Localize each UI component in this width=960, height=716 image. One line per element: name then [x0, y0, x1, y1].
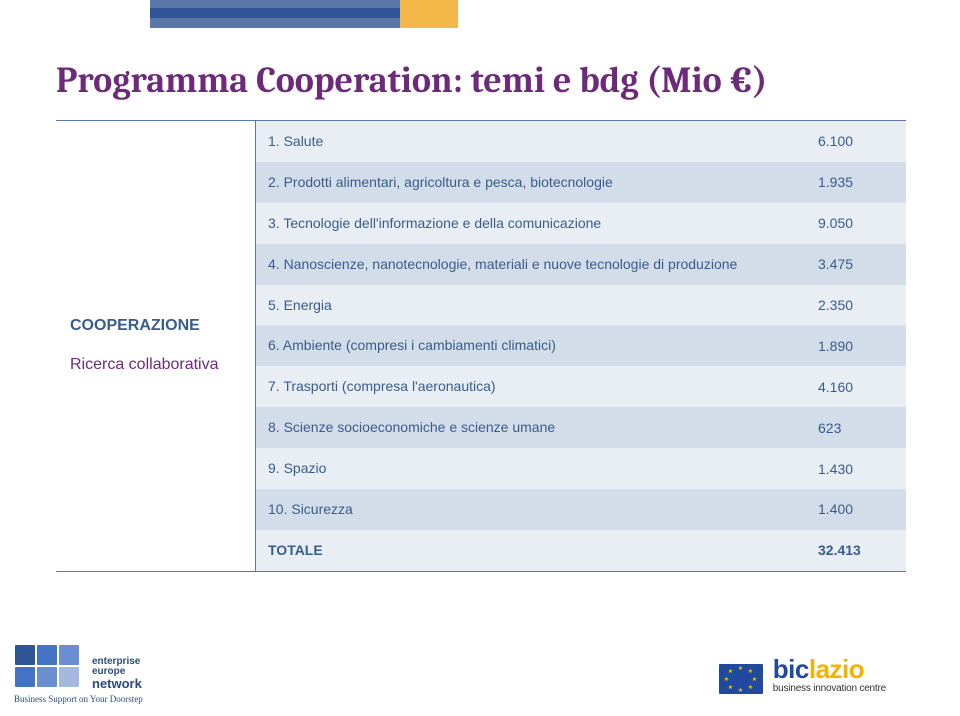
row-value: 1.400 — [818, 501, 890, 517]
table-row: 2. Prodotti alimentari, agricoltura e pe… — [256, 162, 906, 203]
row-label: 1. Salute — [268, 132, 808, 151]
row-value: 1.890 — [818, 338, 890, 354]
table-row: 5. Energia 2.350 — [256, 285, 906, 326]
slide-title: Programma Cooperation: temi e bdg (Mio €… — [56, 60, 767, 101]
een-logo: enterprise europe network Business Suppo… — [14, 644, 156, 704]
title-main: Programma Cooperation: — [56, 60, 463, 101]
table-left-header: COOPERAZIONE Ricerca collaborativa — [56, 121, 256, 571]
row-value: 623 — [818, 420, 890, 436]
row-value: 4.160 — [818, 379, 890, 395]
biclazio-logo: ★ ★ ★ ★ ★ ★ ★ ★ biclazio business innova… — [719, 656, 886, 694]
band-amber — [400, 0, 458, 28]
table-row: 9. Spazio 1.430 — [256, 448, 906, 489]
row-value: 2.350 — [818, 297, 890, 313]
table-row: 8. Scienze socioeconomiche e scienze uma… — [256, 407, 906, 448]
table-row: 6. Ambiente (compresi i cambiamenti clim… — [256, 325, 906, 366]
row-label: 7. Trasporti (compresa l'aeronautica) — [268, 377, 808, 396]
ricerca-label: Ricerca collaborativa — [70, 355, 241, 375]
row-label: 6. Ambiente (compresi i cambiamenti clim… — [268, 336, 808, 355]
een-line3: network — [92, 677, 142, 690]
row-label: 5. Energia — [268, 296, 808, 315]
row-value: 3.475 — [818, 256, 890, 272]
een-squares — [14, 644, 86, 688]
row-value: 1.935 — [818, 174, 890, 190]
eu-flag-icon: ★ ★ ★ ★ ★ ★ ★ ★ — [719, 664, 763, 694]
band-blue-dark — [150, 8, 400, 18]
footer: enterprise europe network Business Suppo… — [0, 624, 960, 706]
table-row-total: TOTALE 32.413 — [256, 530, 906, 571]
row-label: 3. Tecnologie dell'informazione e della … — [268, 214, 808, 233]
een-tagline: Business Support on Your Doorstep — [14, 694, 156, 704]
row-label: 4. Nanoscienze, nanotecnologie, material… — [268, 255, 808, 274]
row-label: 8. Scienze socioeconomiche e scienze uma… — [268, 418, 808, 437]
row-label: 10. Sicurezza — [268, 500, 808, 519]
row-label: 9. Spazio — [268, 459, 808, 478]
title-sub: temi e bdg (Mio €) — [463, 60, 768, 101]
table-row: 7. Trasporti (compresa l'aeronautica) 4.1… — [256, 366, 906, 407]
bic-tagline: business innovation centre — [773, 684, 886, 694]
row-value: 1.430 — [818, 461, 890, 477]
row-value: 32.413 — [818, 542, 890, 558]
een-sq — [59, 667, 79, 687]
een-sq — [37, 645, 57, 665]
row-value: 6.100 — [818, 133, 890, 149]
table-row: 4. Nanoscienze, nanotecnologie, material… — [256, 244, 906, 285]
een-sq — [15, 645, 35, 665]
row-label: 2. Prodotti alimentari, agricoltura e pe… — [268, 173, 808, 192]
een-text: enterprise europe network — [92, 657, 142, 690]
bic-post: lazio — [809, 654, 864, 684]
table-row: 3. Tecnologie dell'informazione e della … — [256, 203, 906, 244]
table-rows-column: 1. Salute 6.100 2. Prodotti alimentari, ag… — [256, 121, 906, 571]
table-row: 1. Salute 6.100 — [256, 121, 906, 162]
cooperazione-label: COOPERAZIONE — [70, 317, 241, 335]
bic-pre: bic — [773, 654, 809, 684]
een-sq — [15, 667, 35, 687]
row-label: TOTALE — [268, 541, 808, 560]
row-value: 9.050 — [818, 215, 890, 231]
table-row: 10. Sicurezza 1.400 — [256, 489, 906, 530]
een-sq — [59, 645, 79, 665]
budget-table: COOPERAZIONE Ricerca collaborativa 1. Sa… — [56, 120, 906, 572]
bic-text: biclazio business innovation centre — [773, 656, 886, 694]
een-sq — [37, 667, 57, 687]
